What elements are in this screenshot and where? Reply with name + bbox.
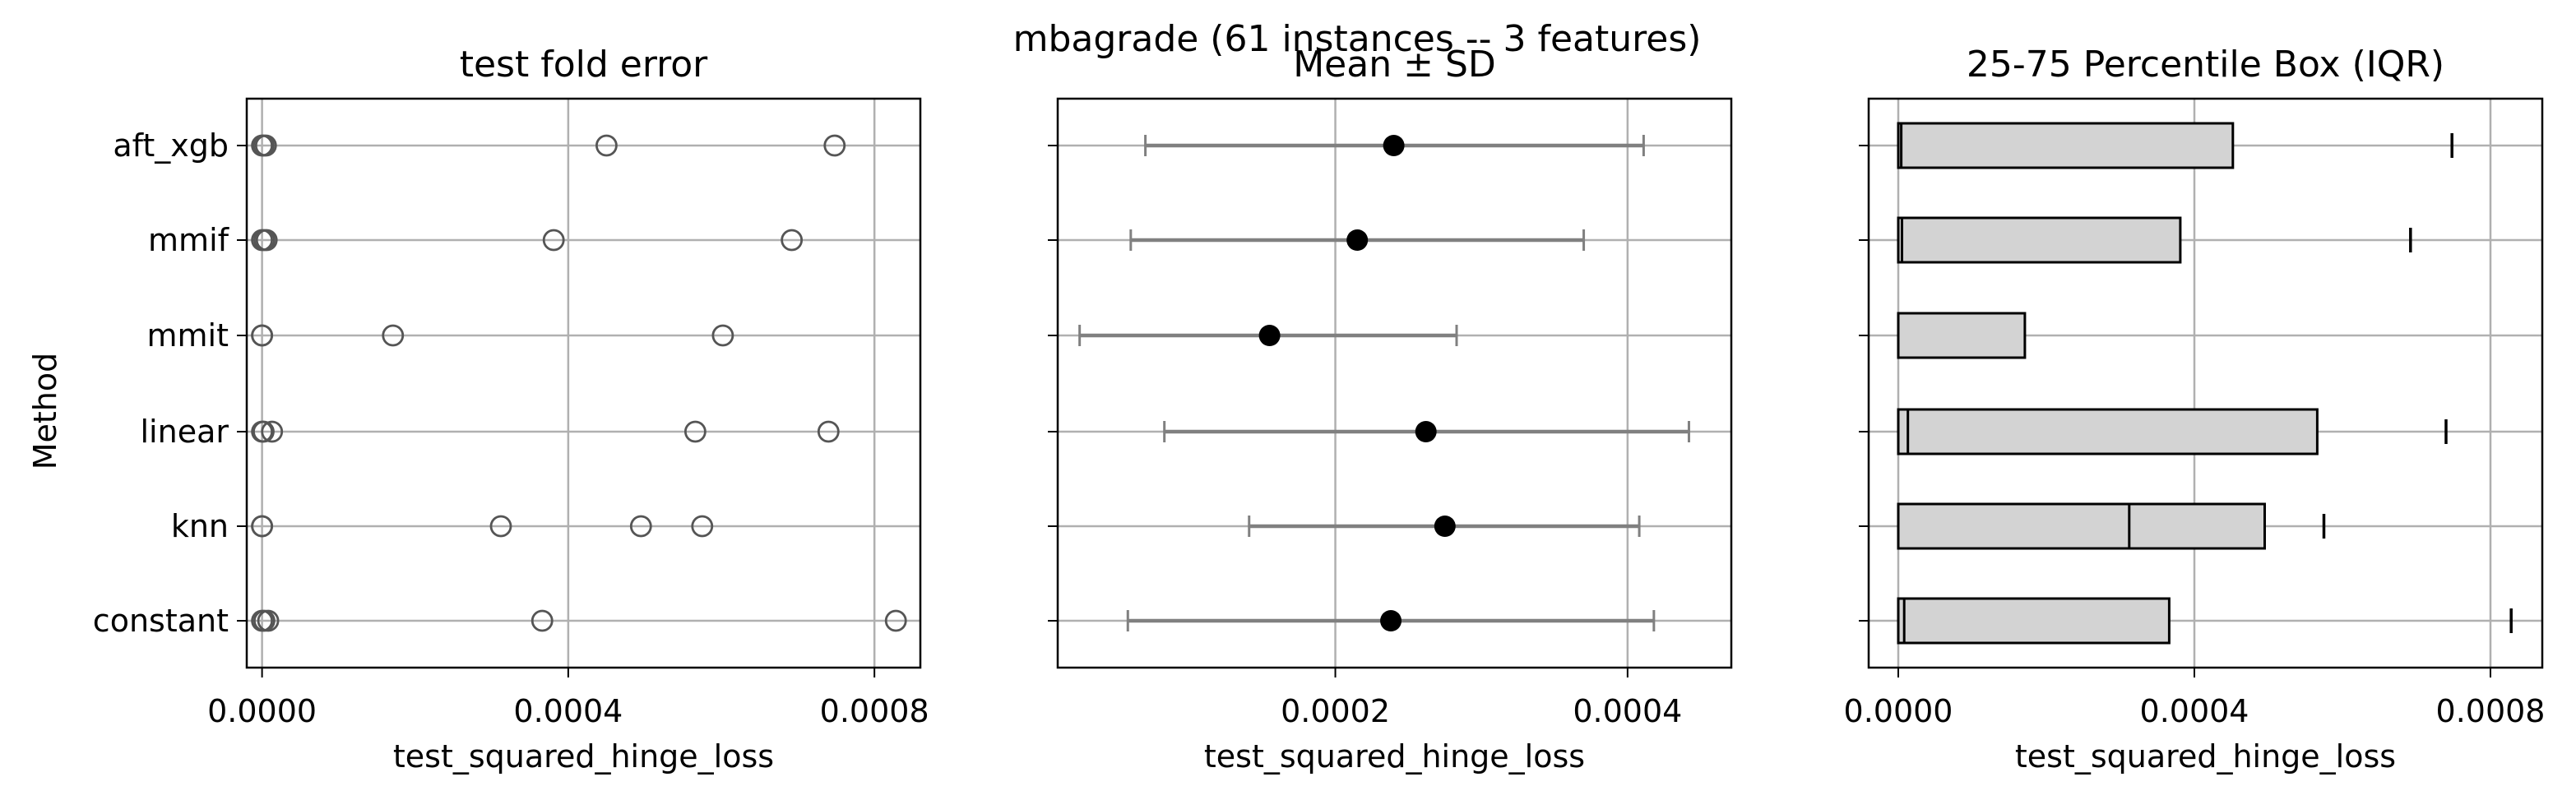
x-tick-label: 0.0004 <box>2140 693 2249 729</box>
y-tick-label: mmit <box>147 317 229 354</box>
data-point-constant <box>530 609 554 632</box>
figure-suptitle: mbagrade (61 instances -- 3 features) <box>1013 18 1702 60</box>
data-point-aft_xgb <box>254 134 277 157</box>
y-tick-label: aft_xgb <box>113 127 229 164</box>
iqr-box-mmif <box>1897 216 2182 264</box>
y-tick-label: knn <box>171 508 229 544</box>
iqr-box-constant <box>1897 597 2171 645</box>
x-tick-label: 0.0008 <box>2436 693 2546 729</box>
axes-frame <box>1056 97 1733 669</box>
data-point-mmit <box>251 324 274 347</box>
panel-title: test fold error <box>460 44 708 86</box>
panel-title: 25-75 Percentile Box (IQR) <box>1967 44 2444 86</box>
mean-point-mmif <box>1346 229 1369 251</box>
mean-point-linear <box>1415 421 1437 442</box>
data-point-constant <box>884 609 907 632</box>
iqr-box-mmit <box>1897 312 2027 359</box>
x-tick-label: 0.0004 <box>1573 693 1682 729</box>
axes-frame <box>245 97 922 669</box>
x-tick-label: 0.0000 <box>1844 693 1953 729</box>
data-point-linear <box>261 420 284 443</box>
y-tick-label: mmif <box>148 222 230 258</box>
y-axis-label: Method <box>27 353 63 470</box>
data-point-linear <box>253 420 275 443</box>
data-point-knn <box>489 515 512 538</box>
data-point-aft_xgb <box>595 134 618 157</box>
iqr-box-aft_xgb <box>1897 122 2235 169</box>
x-tick-label: 0.0000 <box>207 693 317 729</box>
iqr-box-linear <box>1897 408 2319 455</box>
x-tick-label: 0.0002 <box>1281 693 1390 729</box>
mean-point-knn <box>1434 516 1456 537</box>
mean-point-mmit <box>1258 325 1281 346</box>
data-point-aft_xgb <box>823 134 846 157</box>
data-point-constant <box>257 609 280 632</box>
axes-frame <box>1867 97 2544 669</box>
x-axis-label: test_squared_hinge_loss <box>2015 738 2396 775</box>
data-point-knn <box>691 515 714 538</box>
data-point-mmif <box>542 229 565 252</box>
data-point-mmit <box>711 324 734 347</box>
chart-panels: test fold error 0.0000 0.0004 0.0008 aft_xgb… <box>93 44 2546 775</box>
mean-point-constant <box>1380 610 1402 631</box>
panel-box: 25-75 Percentile Box (IQR) 0.0000 0.0004 0.… <box>1844 44 2546 775</box>
data-point-mmif <box>781 229 804 252</box>
data-point-knn <box>629 515 652 538</box>
panel-scatter: test fold error 0.0000 0.0004 0.0008 aft_xgb… <box>93 44 929 775</box>
data-point-mmit <box>382 324 405 347</box>
x-tick-label: 0.0008 <box>820 693 929 729</box>
data-point-linear <box>683 420 707 443</box>
x-axis-label: test_squared_hinge_loss <box>1204 738 1585 775</box>
x-axis-label: test_squared_hinge_loss <box>393 738 774 775</box>
panel-title: Mean ± SD <box>1293 44 1496 86</box>
data-point-knn <box>251 515 274 538</box>
y-tick-label: constant <box>93 603 229 639</box>
panel-errorbar: Mean ± SD 0.0002 0.0004 test_squared_hinge_… <box>1048 44 1733 775</box>
data-point-mmif <box>255 229 278 252</box>
y-tick-label: linear <box>141 414 229 450</box>
data-point-linear <box>817 420 840 443</box>
mean-point-aft_xgb <box>1383 135 1405 156</box>
iqr-box-knn <box>1897 502 2266 550</box>
x-tick-label: 0.0004 <box>513 693 623 729</box>
